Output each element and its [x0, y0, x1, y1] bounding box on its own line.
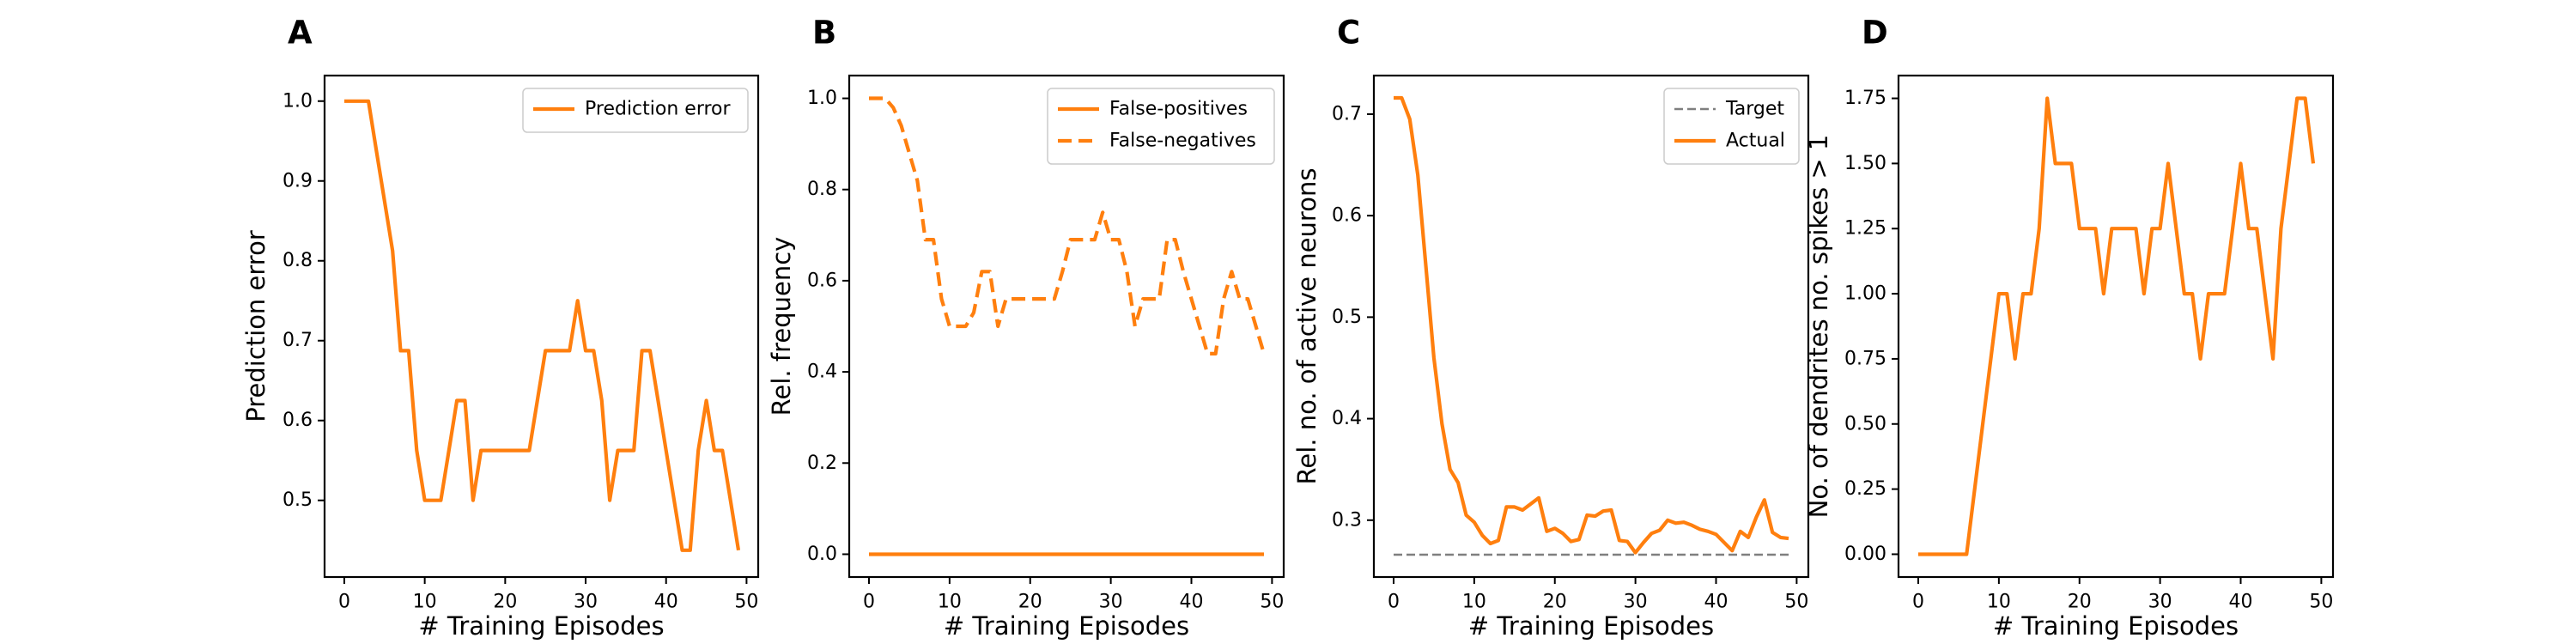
- plot-frame: [1372, 74, 1810, 579]
- y-tick-label: 0.50: [1844, 413, 1886, 434]
- y-tick-label: 0.6: [283, 410, 313, 431]
- x-tick-label: 40: [1704, 592, 1728, 613]
- x-tick-label: 30: [1624, 592, 1648, 613]
- x-tick-label: 10: [413, 592, 437, 613]
- x-tick-label: 50: [2309, 592, 2333, 613]
- y-tick-label: 0.8: [807, 179, 837, 200]
- plot-frame: [323, 74, 760, 579]
- plot-frame: [848, 74, 1285, 579]
- x-tick-label: 40: [1180, 592, 1204, 613]
- y-axis-label: No. of dendrites no. spikes > 1: [1804, 135, 1833, 519]
- x-axis-label: # Training Episodes: [1993, 611, 2239, 641]
- x-axis-label: # Training Episodes: [418, 611, 664, 641]
- y-tick-label: 0.8: [283, 250, 313, 271]
- x-tick-label: 0: [338, 592, 350, 613]
- legend-label: Actual: [1726, 131, 1785, 152]
- panel-letter: A: [288, 15, 313, 52]
- y-tick-label: 1.75: [1844, 88, 1886, 109]
- y-tick-label: 0.4: [807, 361, 837, 383]
- y-tick-label: 0.5: [1332, 307, 1362, 328]
- legend-frame: [1047, 88, 1275, 165]
- x-axis-label: # Training Episodes: [1468, 611, 1714, 641]
- legend: False-positives False-negatives: [1047, 88, 1275, 165]
- x-tick-label: 20: [493, 592, 517, 613]
- series-line-main: [1918, 96, 2316, 556]
- y-tick-label: 0.7: [1332, 103, 1362, 125]
- y-axis-label: Rel. frequency: [767, 237, 796, 416]
- x-axis-label: # Training Episodes: [944, 611, 1189, 641]
- x-tick-label: 50: [1784, 592, 1808, 613]
- legend-label: False-positives: [1109, 99, 1248, 120]
- y-tick-label: 0.2: [807, 453, 837, 474]
- y-tick-label: 1.00: [1844, 283, 1886, 305]
- y-axis-label: Prediction error: [241, 230, 270, 422]
- x-tick-label: 0: [1388, 592, 1400, 613]
- y-tick-label: 0.7: [283, 330, 313, 351]
- legend-label: False-negatives: [1109, 131, 1256, 152]
- y-tick-label: 1.0: [807, 88, 837, 109]
- y-tick-label: 0.6: [807, 270, 837, 291]
- x-tick-label: 20: [1543, 592, 1567, 613]
- y-tick-label: 0.4: [1332, 408, 1362, 429]
- legend-label: Prediction error: [585, 99, 731, 120]
- y-tick-label: 0.25: [1844, 478, 1886, 500]
- x-tick-label: 30: [1099, 592, 1123, 613]
- x-tick-label: 0: [863, 592, 875, 613]
- legend-frame: [1663, 88, 1800, 165]
- x-tick-label: 10: [938, 592, 962, 613]
- legend-label: Target: [1725, 99, 1784, 120]
- y-tick-label: 1.25: [1844, 218, 1886, 240]
- x-tick-label: 30: [2148, 592, 2172, 613]
- legend-frame: [522, 88, 749, 133]
- y-tick-label: 0.0: [807, 544, 837, 565]
- legend: Prediction error: [522, 88, 749, 133]
- panel-a: A 0 10 20 30 40 50 0.5 0.6 0.7 0.8 0.9 1.0 # Training…: [241, 15, 760, 641]
- panel-c: C 0 10 20 30 40 50 0.3 0.4 0.5 0.6 0.7 # Training Ep…: [1292, 15, 1810, 641]
- y-tick-label: 0.3: [1332, 509, 1362, 531]
- legend: Target Actual: [1663, 88, 1800, 165]
- panel-letter: C: [1337, 15, 1360, 52]
- series-line-false-negatives: [869, 96, 1267, 355]
- series-line-actual: [1394, 95, 1789, 555]
- x-tick-label: 50: [1260, 592, 1284, 613]
- panel-letter: B: [812, 15, 836, 52]
- y-tick-label: 0.75: [1844, 348, 1886, 369]
- x-tick-label: 40: [654, 592, 678, 613]
- y-tick-label: 1.50: [1844, 153, 1886, 174]
- y-tick-label: 0.00: [1844, 544, 1886, 565]
- y-tick-label: 0.6: [1332, 205, 1362, 227]
- x-tick-label: 0: [1912, 592, 1924, 613]
- x-tick-label: 40: [2229, 592, 2253, 613]
- x-tick-label: 30: [574, 592, 598, 613]
- y-axis-label: Rel. no. of active neurons: [1292, 168, 1321, 485]
- y-tick-label: 0.9: [283, 170, 313, 191]
- panel-d: D 0 10 20 30 40 50 0.00 0.25 0.50 0.75 1.00 1.25 1.50…: [1804, 15, 2335, 641]
- x-tick-label: 20: [1018, 592, 1042, 613]
- x-tick-label: 50: [734, 592, 758, 613]
- x-tick-label: 20: [2068, 592, 2092, 613]
- panel-letter: D: [1862, 15, 1888, 52]
- y-tick-label: 0.5: [283, 489, 313, 511]
- x-tick-label: 10: [1987, 592, 2011, 613]
- y-tick-label: 1.0: [283, 90, 313, 112]
- plot-frame: [1897, 74, 2335, 579]
- x-tick-label: 10: [1462, 592, 1486, 613]
- panel-b: B 0 10 20 30 40 50 0.0 0.2 0.4 0.6 0.8 1.0 # Training…: [767, 15, 1285, 641]
- series-line-prediction-error: [344, 99, 741, 552]
